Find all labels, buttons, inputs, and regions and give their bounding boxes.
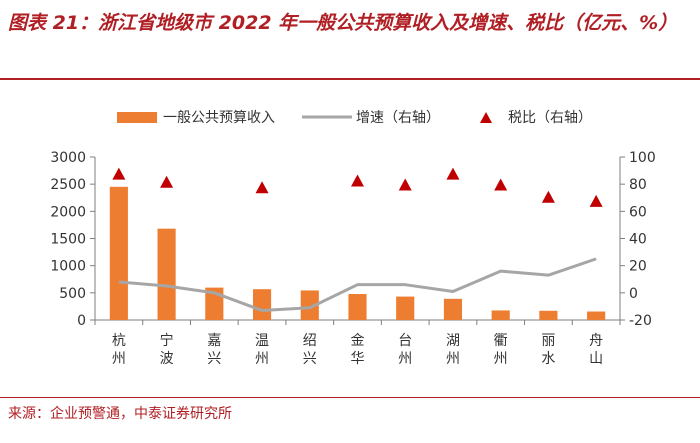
axes: 0 500 1000 1500 2000 2500 3000 -20 0 20 40 60 80 100 (50, 150, 655, 329)
x-tick-label: 绍兴 (303, 333, 317, 367)
growth-line-series (118, 257, 597, 312)
bar-舟山 (587, 311, 606, 320)
growth-line (118, 257, 597, 312)
right-tick-label: 40 (629, 232, 647, 248)
right-tick-label: 20 (629, 259, 647, 275)
legend-bar-label: 一般公共预算收入 (163, 110, 275, 126)
tax-ratio-series (112, 167, 603, 207)
bar-series (109, 186, 606, 320)
tax-ratio-marker-湖州 (446, 167, 460, 180)
tax-ratio-marker-温州 (255, 181, 269, 194)
tax-ratio-marker-衢州 (494, 178, 508, 191)
x-tick-label: 丽水 (541, 333, 555, 367)
left-tick-label: 1500 (50, 232, 86, 248)
left-tick-label: 3000 (50, 150, 86, 166)
legend: 一般公共预算收入 增速（右轴） 税比（右轴） (117, 110, 592, 126)
x-tick-label: 湖州 (446, 333, 460, 367)
tax-ratio-marker-舟山 (589, 194, 603, 207)
tax-ratio-marker-宁波 (160, 175, 174, 188)
right-tick-label: 0 (629, 286, 638, 302)
x-tick-label: 台州 (398, 333, 412, 367)
tax-ratio-marker-台州 (398, 178, 412, 191)
x-tick-label: 金华 (351, 333, 365, 367)
x-tick-label: 舟山 (589, 333, 603, 367)
x-tick-label: 杭州 (112, 333, 126, 367)
right-tick-label: -20 (629, 313, 652, 329)
x-tick-label: 衢州 (494, 332, 508, 367)
bar-杭州 (109, 186, 128, 320)
source-note: 来源：企业预警通，中泰证券研究所 (8, 406, 232, 422)
left-tick-label: 0 (77, 313, 86, 329)
bar-金华 (348, 294, 367, 320)
left-tick-label: 2000 (50, 204, 86, 220)
bar-衢州 (491, 310, 510, 320)
right-tick-label: 100 (629, 150, 656, 166)
left-tick-label: 2500 (50, 177, 86, 193)
legend-line-label: 增速（右轴） (356, 110, 440, 126)
source-rule (0, 397, 700, 398)
x-tick-label: 嘉兴 (207, 333, 221, 367)
legend-marker-swatch (480, 112, 492, 123)
x-tick-label: 宁波 (160, 332, 174, 367)
tax-ratio-marker-杭州 (112, 167, 126, 180)
title-rule (0, 78, 700, 80)
tax-ratio-marker-丽水 (541, 190, 555, 203)
x-tick-label: 温州 (255, 333, 269, 367)
bar-绍兴 (300, 290, 319, 320)
left-tick-label: 1000 (50, 259, 86, 275)
bar-宁波 (157, 228, 176, 320)
tax-ratio-marker-金华 (351, 174, 364, 187)
legend-marker-label: 税比（右轴） (508, 110, 592, 126)
legend-bar-swatch (117, 112, 157, 123)
bar-温州 (252, 289, 272, 320)
bar-台州 (396, 296, 415, 320)
bar-丽水 (539, 310, 558, 320)
right-tick-label: 60 (629, 204, 647, 220)
figure-title: 图表 21：浙江省地级市 2022 年一般公共预算收入及增速、税比（亿元、%） (8, 12, 678, 34)
right-tick-label: 80 (629, 177, 647, 193)
left-tick-label: 500 (59, 286, 86, 302)
bar-湖州 (443, 298, 463, 320)
